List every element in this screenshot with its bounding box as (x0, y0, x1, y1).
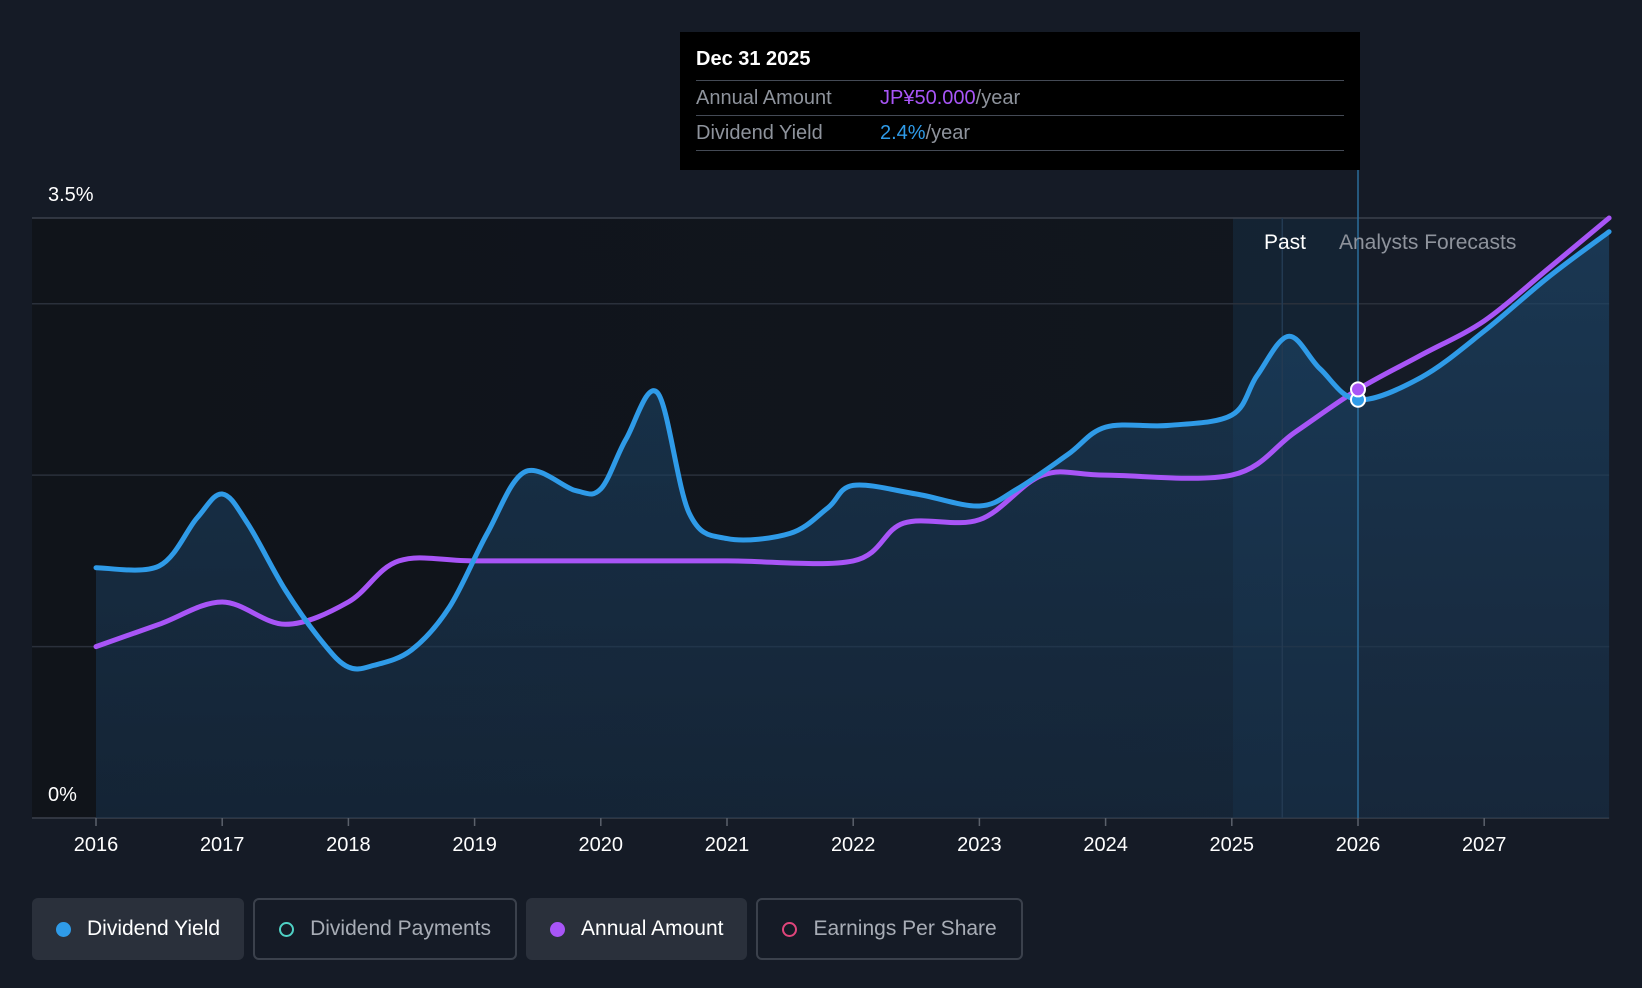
x-tick-label: 2020 (579, 834, 624, 856)
past-label: Past (1264, 231, 1306, 254)
dividend-yield-dot-icon (56, 921, 71, 937)
tooltip-yield-row: Dividend Yield 2.4%/year (696, 116, 1344, 151)
legend-dividend-payments[interactable]: Dividend Payments (253, 898, 518, 960)
dividend-yield-area (96, 231, 1610, 818)
tooltip-annual-label: Annual Amount (696, 87, 832, 109)
dividend-payments-ring-icon (279, 921, 295, 937)
x-tick-label: 2019 (452, 834, 497, 856)
tooltip-yield-unit: /year (925, 122, 971, 144)
x-tick-label: 2016 (74, 834, 119, 856)
legend-annual-amount[interactable]: Annual Amount (526, 898, 748, 960)
annual-amount-line (93, 215, 1612, 650)
x-tick-label: 2022 (831, 834, 876, 856)
x-tick-label: 2021 (705, 834, 750, 856)
x-tick-label: 2017 (200, 834, 245, 856)
legend-label: Earnings Per Share (813, 917, 997, 940)
earnings-per-share-ring-icon (782, 921, 798, 937)
x-tick-label: 2026 (1336, 834, 1381, 856)
legend-label: Dividend Payments (310, 917, 492, 940)
x-tick-label: 2024 (1083, 834, 1128, 856)
tooltip-yield-value: 2.4% (880, 122, 926, 144)
tooltip-date: Dec 31 2025 (696, 46, 1344, 81)
tooltip-annual-unit: /year (975, 87, 1021, 109)
legend-label: Dividend Yield (87, 917, 221, 940)
legend: Dividend Yield Dividend Payments Annual … (32, 898, 1023, 960)
legend-label: Annual Amount (581, 917, 724, 940)
tooltip-annual-row: Annual Amount JP¥50.000/year (696, 81, 1344, 116)
forecast-label: Analysts Forecasts (1339, 231, 1516, 254)
y-label-top: 3.5% (48, 184, 94, 206)
tooltip: Dec 31 2025 Annual Amount JP¥50.000/year… (680, 32, 1360, 170)
dividend-yield-line (93, 229, 1612, 672)
x-tick-label: 2018 (326, 834, 371, 856)
tooltip-yield-label: Dividend Yield (696, 122, 823, 144)
tooltip-annual-value: JP¥50.000 (880, 87, 976, 109)
annual-amount-dot-icon (550, 921, 566, 937)
x-tick-label: 2027 (1462, 834, 1507, 856)
annual-amount-highlight-point[interactable] (1350, 381, 1366, 398)
legend-dividend-yield[interactable]: Dividend Yield (32, 898, 245, 960)
x-tick-label: 2025 (1210, 834, 1255, 856)
y-label-bottom: 0% (48, 784, 77, 806)
x-tick-label: 2023 (957, 834, 1002, 856)
legend-earnings-per-share[interactable]: Earnings Per Share (756, 898, 1023, 960)
